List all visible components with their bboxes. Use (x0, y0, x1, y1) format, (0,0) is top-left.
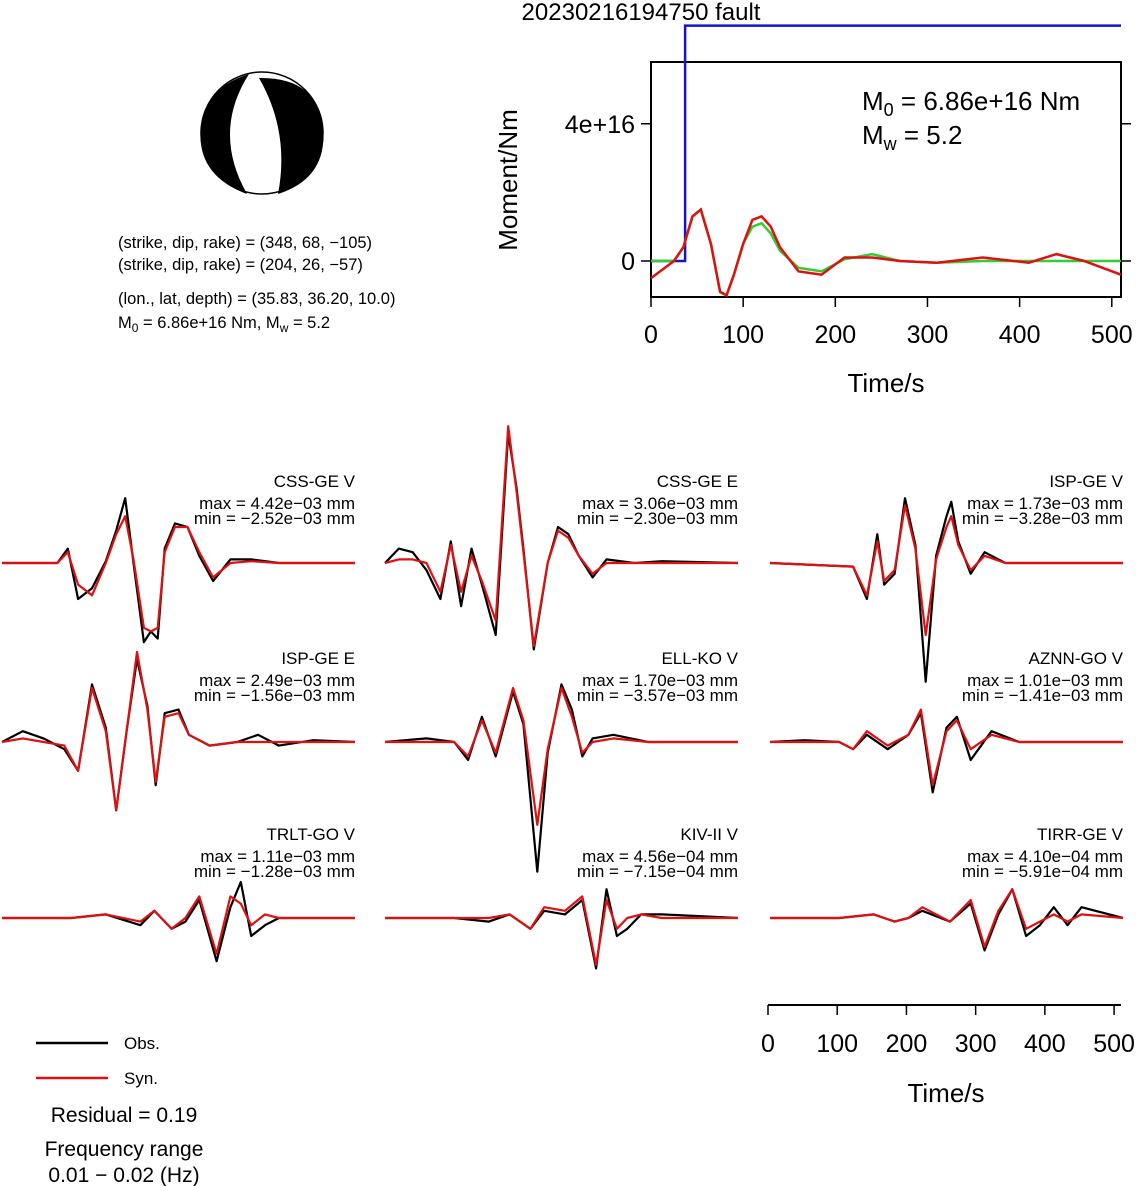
trace-max-label: max = 1.73e−03 mm (967, 494, 1123, 513)
waveform-x-tick-label: 500 (1093, 1030, 1135, 1058)
stf-y-tick-label: 4e+16 (565, 111, 635, 139)
trace-min-label: min = −2.52e−03 mm (194, 509, 355, 528)
stf-y-axis: 0 4e+16 (565, 111, 1131, 276)
station-label: CSS-GE E (657, 472, 738, 491)
waveform-x-tick-label: 300 (955, 1030, 997, 1058)
station-label: AZNN-GO V (1029, 649, 1124, 668)
trace-min-label: min = −5.91e−04 mm (962, 862, 1123, 881)
observed-trace (385, 888, 739, 970)
stf-x-axis: 0 100 200 300 400 500 (644, 297, 1133, 349)
moment-magnitude-line: M0 = 6.86e+16 Nm, Mw = 5.2 (118, 314, 330, 335)
frequency-range-title: Frequency range (45, 1138, 204, 1161)
focal-mechanism-beachball (200, 71, 324, 195)
synthetic-trace (769, 504, 1123, 637)
trace-max-label: max = 4.42e−03 mm (199, 494, 355, 513)
synthetic-trace (385, 895, 738, 966)
waveform-x-tick-label: 0 (761, 1030, 775, 1058)
station-label: ISP-GE E (281, 649, 355, 668)
trace-min-label: min = −1.41e−03 mm (962, 686, 1123, 705)
stf-y-tick-label: 0 (621, 248, 635, 276)
stf-x-tick-label: 500 (1091, 321, 1133, 349)
solution-info: (strike, dip, rake) = (348, 68, −105) (s… (118, 234, 395, 335)
legend-syn-label: Syn. (124, 1069, 158, 1088)
synthetic-trace (770, 708, 1123, 787)
figure-title: 20230216194750 fault (522, 0, 761, 26)
synthetic-trace (384, 425, 738, 647)
trace-max-label: max = 4.56e−04 mm (582, 847, 738, 866)
waveform-time-axis: 0 100 200 300 400 500 (761, 1004, 1135, 1058)
nodal-plane-2: (strike, dip, rake) = (204, 26, −57) (118, 256, 363, 274)
station-label: ELL-KO V (661, 649, 738, 668)
waveform-x-tick-label: 200 (886, 1030, 928, 1058)
trace-min-label: min = −2.30e−03 mm (577, 509, 738, 528)
station-label: TRLT-GO V (267, 825, 356, 844)
observed-trace (384, 432, 739, 651)
trace-min-label: min = −7.15e−04 mm (577, 862, 738, 881)
waveform-x-axis-label: Time/s (907, 1078, 984, 1108)
synthetic-trace (1, 650, 355, 812)
stf-series-red (650, 207, 1122, 298)
stf-x-tick-label: 100 (722, 321, 764, 349)
legend: Obs. Syn. (36, 1034, 160, 1088)
station-label: ISP-GE V (1049, 472, 1123, 491)
synthetic-trace (385, 686, 738, 826)
observed-trace (769, 712, 1123, 794)
stf-m0-annotation: M0 = 6.86e+16 Nm (862, 86, 1080, 120)
trace-max-label: max = 1.70e−03 mm (582, 671, 738, 690)
stf-series (650, 24, 1122, 298)
station-label: CSS-GE V (274, 472, 356, 491)
moment-rate-chart: 0 4e+16 0 100 200 300 400 500 Moment/Nm Time/s… (493, 24, 1133, 398)
synthetic-trace (770, 888, 1124, 948)
station-label: TIRR-GE V (1037, 825, 1124, 844)
stf-x-tick-label: 300 (907, 321, 949, 349)
trace-min-label: min = −1.28e−03 mm (194, 862, 355, 881)
hypocenter-location: (lon., lat, depth) = (35.83, 36.20, 10.0… (118, 290, 395, 308)
stf-x-tick-label: 400 (999, 321, 1041, 349)
trace-max-label: max = 2.49e−03 mm (199, 671, 355, 690)
trace-max-label: max = 1.01e−03 mm (967, 671, 1123, 690)
trace-min-label: min = −3.57e−03 mm (577, 686, 738, 705)
residual-value: Residual = 0.19 (51, 1104, 198, 1127)
frequency-range-values: 0.01 − 0.02 (Hz) (48, 1164, 199, 1186)
trace-min-label: min = −1.56e−03 mm (194, 686, 355, 705)
synthetic-trace (2, 515, 355, 633)
station-label: KIV-II V (680, 825, 738, 844)
observed-trace (384, 683, 738, 873)
stf-x-tick-label: 200 (814, 321, 856, 349)
nodal-plane-1: (strike, dip, rake) = (348, 68, −105) (118, 234, 372, 252)
legend-obs-label: Obs. (124, 1034, 160, 1053)
stf-y-axis-label: Moment/Nm (493, 109, 523, 251)
waveform-x-tick-label: 100 (816, 1030, 858, 1058)
observed-trace (2, 880, 355, 963)
stf-plot-frame (650, 61, 1122, 298)
trace-max-label: max = 4.10e−04 mm (967, 847, 1123, 866)
synthetic-trace (2, 895, 355, 956)
stf-x-tick-label: 0 (644, 321, 658, 349)
stf-x-axis-label: Time/s (847, 368, 924, 398)
stf-series-green (651, 207, 1121, 298)
stf-mw-annotation: Mw = 5.2 (862, 120, 962, 154)
trace-max-label: max = 1.11e−03 mm (200, 847, 355, 866)
waveform-x-tick-label: 400 (1024, 1030, 1066, 1058)
trace-max-label: max = 3.06e−03 mm (582, 494, 738, 513)
trace-min-label: min = −3.28e−03 mm (962, 509, 1123, 528)
